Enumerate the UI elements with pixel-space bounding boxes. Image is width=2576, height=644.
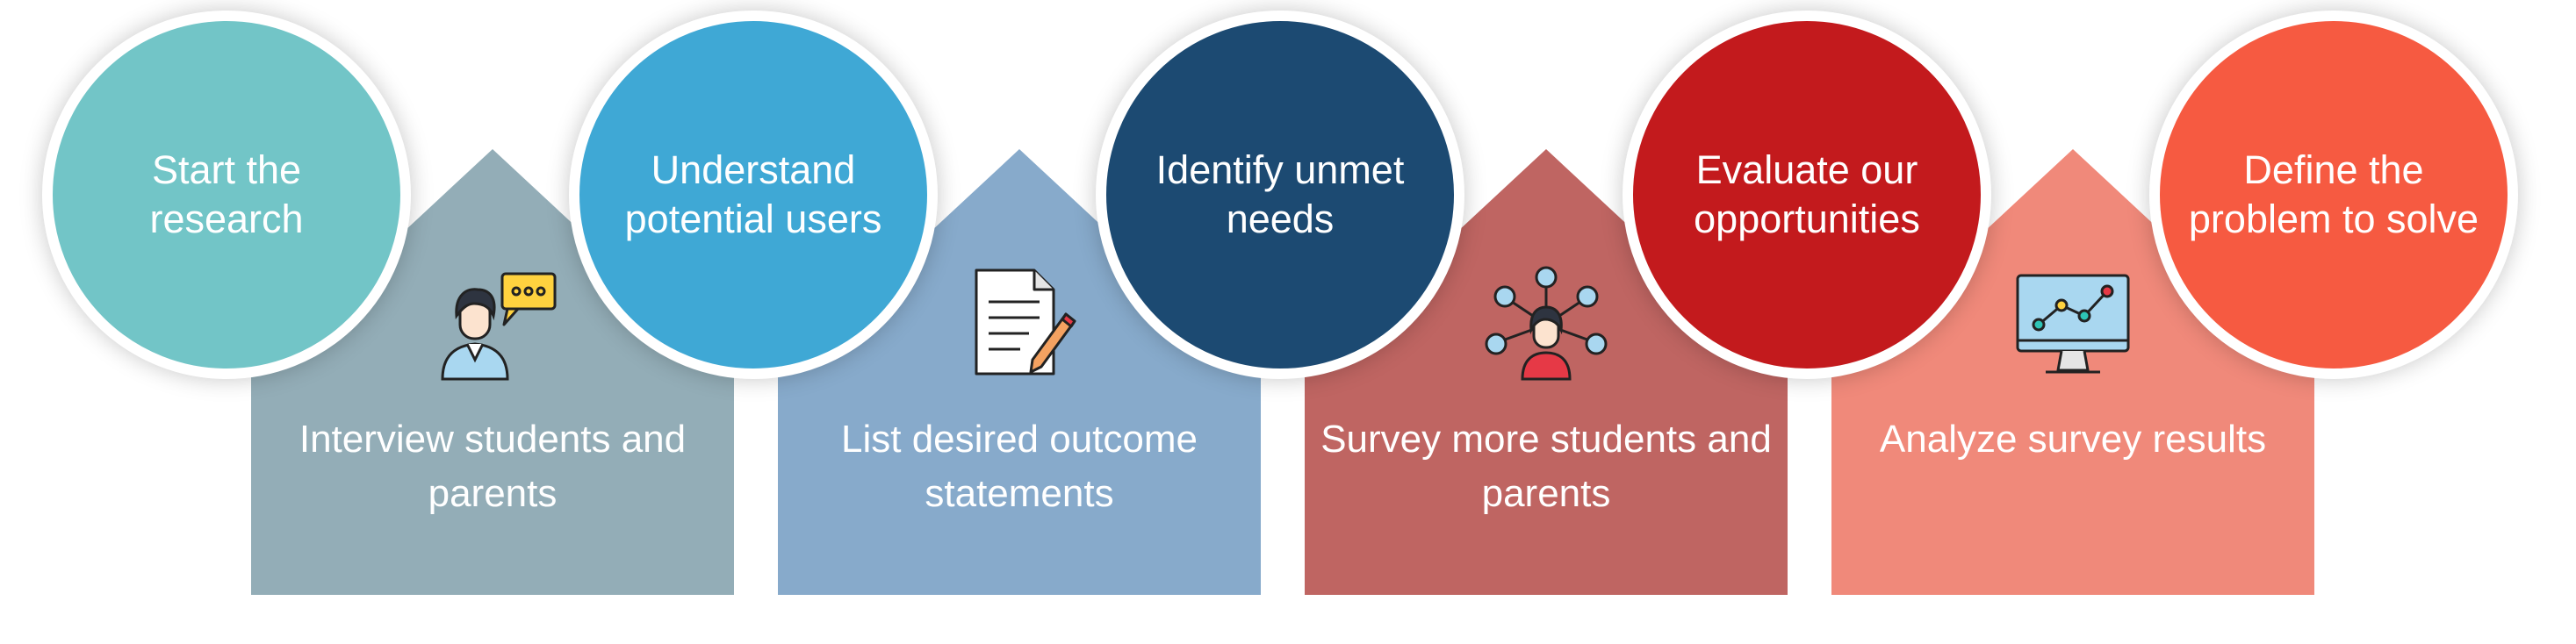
document-pencil-icon (975, 268, 1076, 376)
step-label: Start the research (149, 147, 304, 241)
step-label: Identify unmet needs (1155, 147, 1405, 241)
activity-label-outcome-statements: List desired outcome statements (841, 418, 1198, 515)
activity-label-interview: Interview students and parents (299, 418, 687, 515)
step-circle-identify-needs: Identify unmet needs (1096, 11, 1464, 379)
step-circle-understand-users: Understand potential users (569, 11, 938, 379)
step-label: Define the problem to solve (2188, 147, 2479, 241)
network-person-icon (1485, 266, 1608, 381)
monitor-chart-icon (2016, 274, 2130, 374)
activity-label-survey: Survey more students and parents (1320, 418, 1772, 515)
step-circle-define-problem: Define the problem to solve (2149, 11, 2518, 379)
step-label: Understand potential users (624, 147, 882, 241)
step-circle-start-research: Start the research (42, 11, 411, 379)
interview-person-icon (441, 272, 557, 381)
step-label: Evaluate our opportunities (1694, 147, 1920, 241)
step-circle-evaluate-opportunities: Evaluate our opportunities (1623, 11, 1991, 379)
activity-label-analyze: Analyze survey results (1879, 418, 2267, 461)
